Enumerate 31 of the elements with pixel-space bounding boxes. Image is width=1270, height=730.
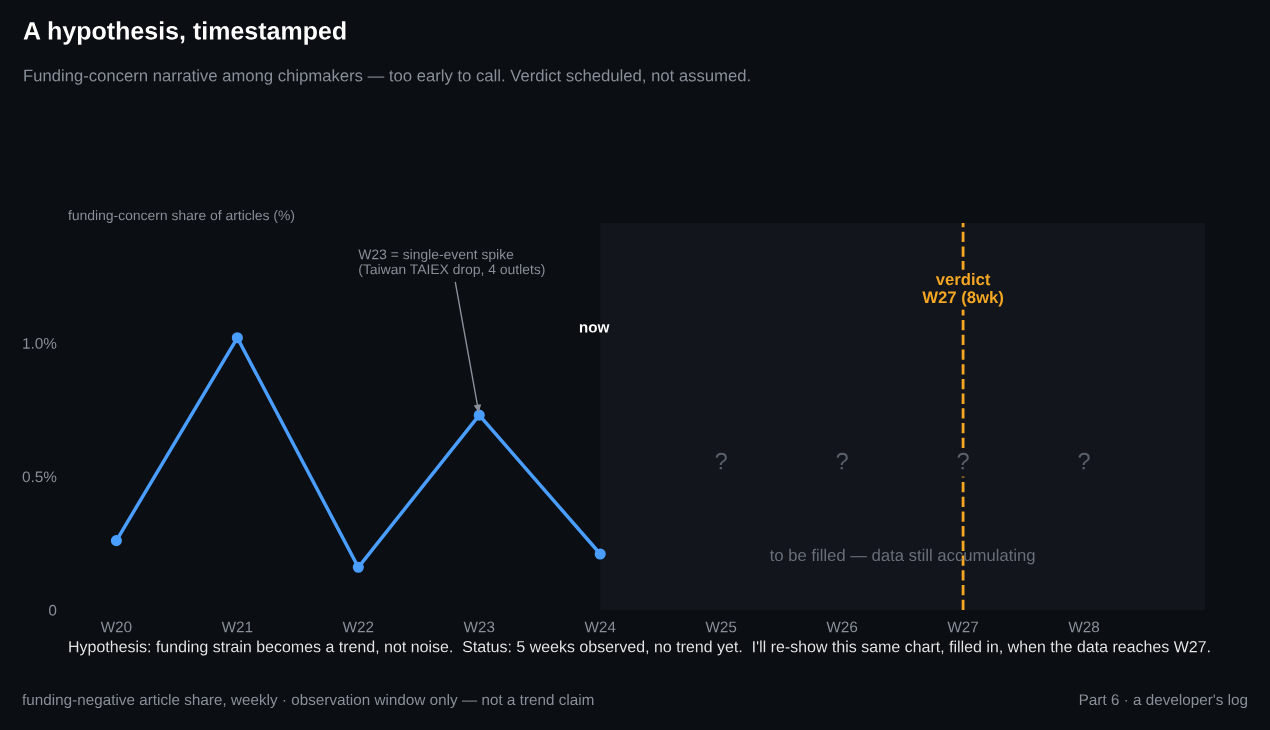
chart-title: A hypothesis, timestamped (23, 21, 346, 45)
y-tick-label: 0 (48, 604, 57, 616)
text: Hypothesis: funding strain becomes a trend, not noise. Status: 5 weeks observed, no trend yet. I'll re-show this same chart, filled in, when the data reaches W27. (69, 640, 1210, 656)
annotation: now (579, 324, 610, 333)
x-tick-label: W20 (100, 621, 132, 633)
x-tick-label: W23 (463, 621, 495, 633)
x-tick-label: W21 (221, 621, 253, 633)
chart-subtitle: Funding-concern narrative among chipmakers — too early to call. Verdict scheduled, not assumed. (24, 69, 750, 85)
y-tick-label: 0.5% (22, 471, 57, 483)
ref-line-label: verdict W27 (8wk) (922, 272, 1004, 307)
text: Part 6 · a developer's log (1079, 693, 1248, 709)
point (594, 548, 606, 560)
point (473, 409, 485, 421)
text: funding-negative article share, weekly · observation window only — not a trend claim (22, 693, 594, 709)
x-tick-label: W27 (947, 621, 979, 633)
y-tick-label: 1.0% (23, 337, 57, 349)
x-tick-label: W22 (342, 621, 374, 633)
x-tick-label: W24 (584, 621, 616, 633)
annotation: ? (715, 452, 727, 470)
annotation: ? (957, 452, 969, 470)
x-tick-label: W28 (1068, 621, 1100, 633)
annotation: W23 = single-event spike (Taiwan TAIEX drop, 4 outlets) (358, 249, 545, 277)
point (110, 535, 122, 547)
annotation: ? (1078, 452, 1090, 470)
annotation: ? (836, 452, 848, 470)
y-axis-title: funding-concern share of articles (%) (68, 210, 295, 223)
point (231, 332, 243, 344)
point (352, 561, 364, 573)
annotation: to be filled — data still accumulating (769, 548, 1035, 565)
x-tick-label: W26 (826, 621, 858, 633)
x-tick-label: W25 (705, 621, 737, 633)
